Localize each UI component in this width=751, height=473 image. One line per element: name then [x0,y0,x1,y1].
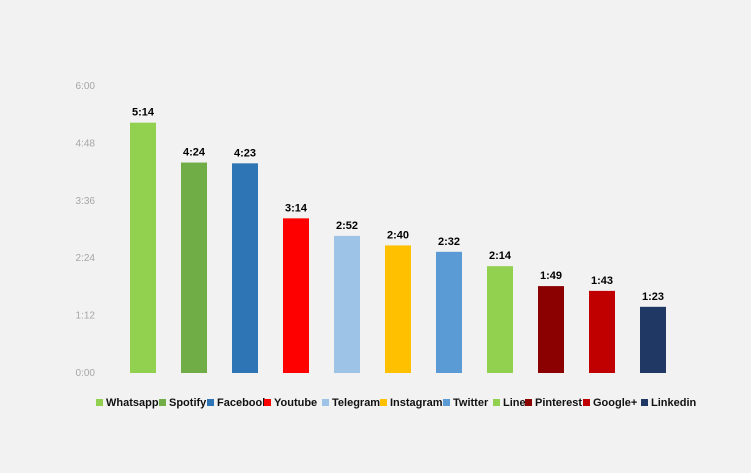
value-label: 1:43 [591,275,613,287]
legend-label: Youtube [274,397,317,409]
legend-swatch [443,399,450,406]
value-label: 2:32 [438,236,460,248]
bar-spotify [181,162,207,373]
legend-swatch [264,399,271,406]
bar-google- [589,290,615,373]
bar-linkedin [640,306,666,373]
legend-swatch [96,399,103,406]
legend-label: Telegram [332,397,380,409]
bar-pinterest [538,286,564,373]
legend-label: Spotify [169,397,207,409]
legend-swatch [159,399,166,406]
legend-swatch [380,399,387,406]
value-label: 1:49 [540,270,562,282]
value-label: 1:23 [642,291,664,303]
value-label: 4:24 [183,147,206,159]
legend-label: Instagram [390,397,443,409]
legend-label: Linkedin [651,397,697,409]
legend-label: Google+ [593,397,637,409]
value-label: 5:14 [132,107,155,119]
bar-facebook [232,163,258,373]
y-tick-label: 4:48 [76,138,96,149]
bar-line [487,266,513,373]
y-tick-label: 1:12 [76,311,96,322]
legend-label: Pinterest [535,397,582,409]
y-tick-label: 0:00 [76,368,96,379]
value-label: 4:23 [234,147,256,159]
bar-whatsapp [130,122,156,373]
legend-swatch [207,399,214,406]
legend-swatch [641,399,648,406]
bar-youtube [283,218,309,373]
value-label: 3:14 [285,202,308,214]
y-tick-label: 3:36 [76,196,96,207]
legend-swatch [583,399,590,406]
legend-label: Twitter [453,397,489,409]
value-label: 2:14 [489,250,512,262]
legend-label: Whatsapp [106,397,159,409]
legend-swatch [493,399,500,406]
legend-swatch [322,399,329,406]
bars-group [130,122,666,373]
bar-twitter [436,251,462,373]
legend-label: Line [503,397,526,409]
bar-instagram [385,245,411,373]
legend-label: Facebook [217,397,269,409]
y-tick-label: 2:24 [76,253,96,264]
y-tick-label: 6:00 [76,81,96,92]
y-axis: 0:00 1:12 2:24 3:36 4:48 6:00 [76,81,96,379]
legend: Whatsapp Spotify Facebook Youtube Telegram In… [96,397,697,409]
value-label: 2:52 [336,220,358,232]
legend-swatch [525,399,532,406]
value-label: 2:40 [387,229,409,241]
value-labels-group: 5:14 4:24 4:23 3:14 2:52 2:40 2:32 2:14 1:49 1:43… [132,107,664,303]
bar-telegram [334,235,360,373]
